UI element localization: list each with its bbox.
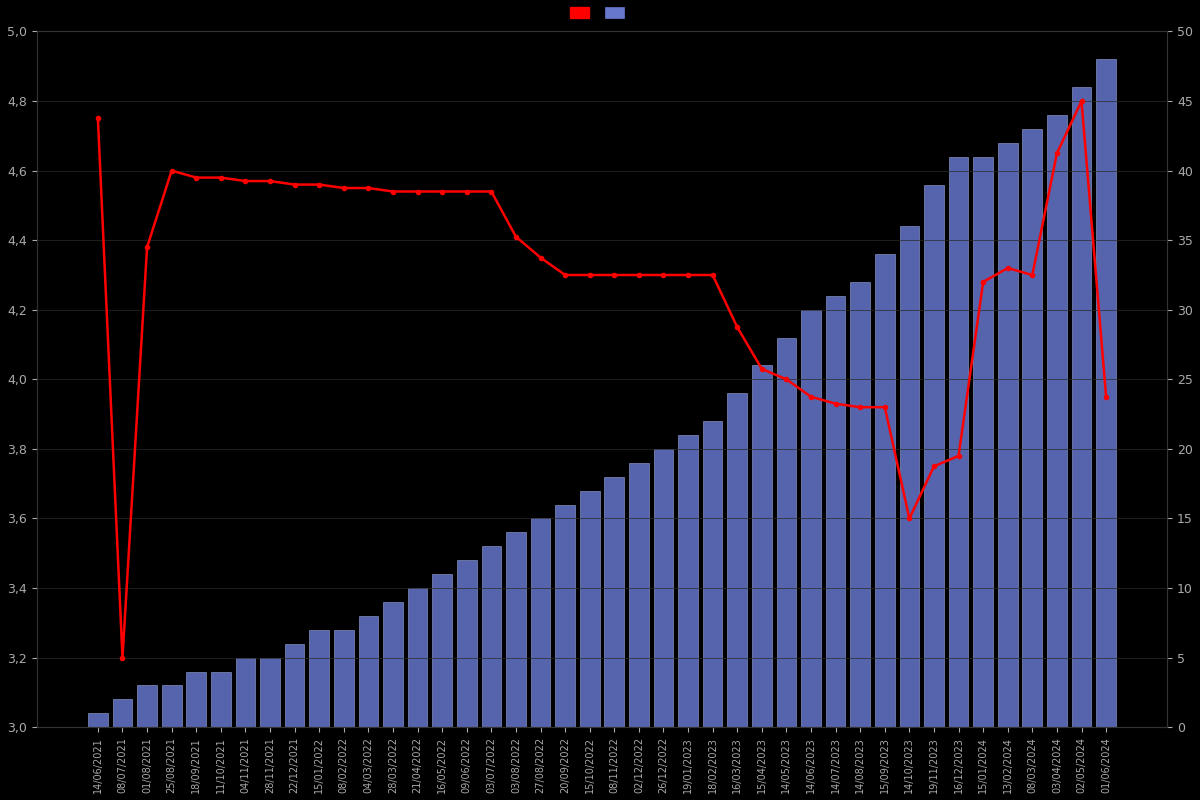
Bar <box>580 490 600 727</box>
Bar <box>88 714 108 727</box>
Bar <box>481 546 502 727</box>
Bar <box>137 686 157 727</box>
Bar <box>310 630 329 727</box>
Bar <box>752 366 772 727</box>
Bar <box>162 686 181 727</box>
Bar <box>359 616 378 727</box>
Bar <box>727 394 748 727</box>
Bar <box>1072 87 1091 727</box>
Bar <box>703 421 722 727</box>
Bar <box>924 185 944 727</box>
Bar <box>998 143 1018 727</box>
Bar <box>457 560 476 727</box>
Bar <box>383 602 403 727</box>
Bar <box>113 699 132 727</box>
Bar <box>776 338 797 727</box>
Bar <box>802 310 821 727</box>
Bar <box>900 226 919 727</box>
Bar <box>678 435 698 727</box>
Bar <box>506 533 526 727</box>
Bar <box>211 671 230 727</box>
Bar <box>334 630 354 727</box>
Bar <box>826 296 846 727</box>
Bar <box>1097 59 1116 727</box>
Bar <box>1048 115 1067 727</box>
Bar <box>432 574 452 727</box>
Bar <box>284 644 305 727</box>
Bar <box>556 505 575 727</box>
Bar <box>235 658 256 727</box>
Legend: , : , <box>566 3 637 23</box>
Bar <box>654 449 673 727</box>
Bar <box>605 477 624 727</box>
Bar <box>629 463 649 727</box>
Bar <box>260 658 280 727</box>
Bar <box>530 518 551 727</box>
Bar <box>875 254 895 727</box>
Bar <box>949 157 968 727</box>
Bar <box>186 671 206 727</box>
Bar <box>408 588 427 727</box>
Bar <box>1022 129 1042 727</box>
Bar <box>851 282 870 727</box>
Bar <box>973 157 992 727</box>
